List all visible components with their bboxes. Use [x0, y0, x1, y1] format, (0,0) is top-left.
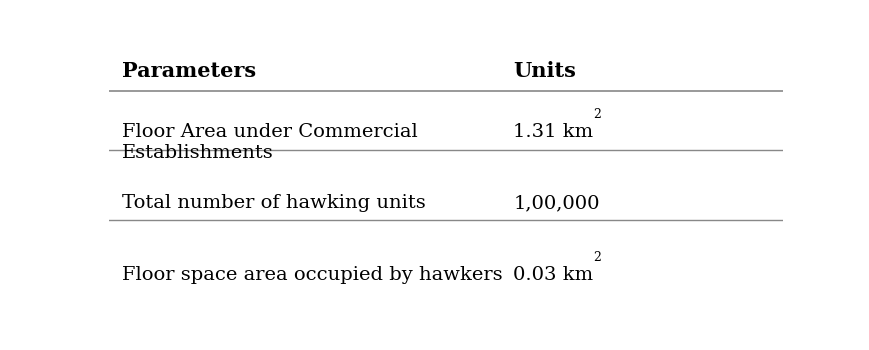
Text: 2: 2 [593, 251, 600, 264]
Text: Floor Area under Commercial
Establishments: Floor Area under Commercial Establishmen… [122, 123, 417, 162]
Text: Units: Units [513, 61, 575, 81]
Text: 2: 2 [593, 108, 600, 121]
Text: 0.03 km: 0.03 km [513, 266, 593, 284]
Text: 1,00,000: 1,00,000 [513, 194, 599, 212]
Text: Floor space area occupied by hawkers: Floor space area occupied by hawkers [122, 266, 502, 284]
Text: Total number of hawking units: Total number of hawking units [122, 194, 426, 212]
Text: Parameters: Parameters [122, 61, 256, 81]
Text: 1.31 km: 1.31 km [513, 123, 593, 141]
